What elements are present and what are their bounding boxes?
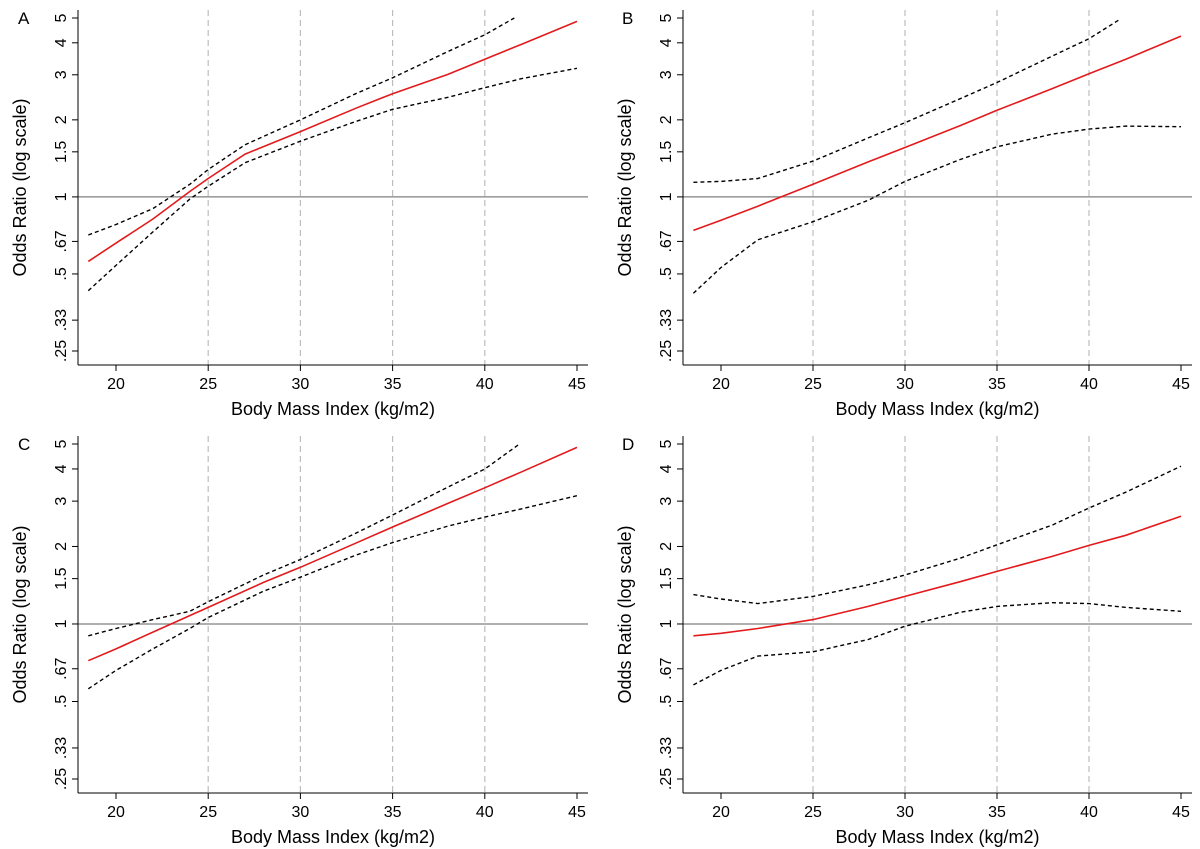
- y-axis-title: Odds Ratio (log scale): [10, 525, 30, 703]
- y-tick-label: .67: [53, 658, 70, 680]
- x-tick-label: 40: [1080, 376, 1098, 393]
- y-tick-label: 1: [658, 192, 675, 201]
- series-ci-lower-line: [87, 495, 578, 690]
- series-ci-lower-line: [693, 601, 1182, 686]
- x-tick-label: 20: [107, 804, 125, 821]
- y-axis-title: Odds Ratio (log scale): [10, 98, 30, 276]
- x-tick-label: 45: [1172, 804, 1190, 821]
- x-tick-label: 30: [292, 804, 310, 821]
- x-tick-label: 25: [804, 804, 822, 821]
- y-tick-label: 1.5: [53, 141, 70, 163]
- y-tick-label: 5: [53, 13, 70, 22]
- y-tick-label: 5: [658, 13, 675, 22]
- x-tick-label: 25: [199, 804, 217, 821]
- x-tick-label: 35: [384, 376, 402, 393]
- y-tick-label: .33: [658, 737, 675, 759]
- y-axis-title: Odds Ratio (log scale): [615, 525, 635, 703]
- x-tick-label: 30: [292, 376, 310, 393]
- panel-label: D: [622, 435, 634, 454]
- y-tick-label: .67: [658, 230, 675, 252]
- x-tick-label: 35: [988, 376, 1006, 393]
- series-ci-lower-line: [87, 67, 578, 292]
- y-tick-label: 4: [53, 464, 70, 473]
- y-tick-label: .67: [53, 230, 70, 252]
- y-tick-label: 3: [658, 497, 675, 506]
- series-ci-upper-line: [693, 465, 1182, 605]
- y-tick-label: 2: [658, 115, 675, 124]
- y-tick-label: .5: [53, 267, 70, 280]
- x-tick-label: 20: [107, 376, 125, 393]
- y-tick-label: .5: [658, 267, 675, 280]
- x-tick-label: 35: [384, 804, 402, 821]
- series-estimate-line: [693, 35, 1182, 232]
- y-tick-label: 3: [53, 497, 70, 506]
- series-estimate-line: [87, 446, 578, 662]
- y-tick-label: 2: [53, 115, 70, 124]
- y-tick-label: 3: [53, 70, 70, 79]
- x-tick-label: 25: [199, 376, 217, 393]
- y-tick-label: 2: [53, 542, 70, 551]
- panel-label: A: [18, 9, 30, 28]
- x-tick-label: 30: [896, 376, 914, 393]
- y-tick-label: 1: [53, 619, 70, 628]
- series-ci-lower-line: [692, 125, 1182, 294]
- y-tick-label: .33: [53, 737, 70, 759]
- series-estimate-line: [87, 20, 578, 263]
- y-tick-label: .33: [53, 309, 70, 331]
- x-tick-label: 45: [568, 804, 586, 821]
- y-tick-label: .25: [53, 340, 70, 362]
- x-axis-title: Body Mass Index (kg/m2): [835, 827, 1039, 847]
- series-ci-upper-line: [88, 444, 519, 637]
- x-tick-label: 20: [712, 376, 730, 393]
- y-tick-label: .25: [658, 340, 675, 362]
- y-tick-label: 1: [658, 619, 675, 628]
- y-tick-label: 2: [658, 542, 675, 551]
- x-tick-label: 20: [712, 804, 730, 821]
- x-axis-title: Body Mass Index (kg/m2): [835, 399, 1039, 419]
- x-tick-label: 45: [568, 376, 586, 393]
- y-tick-label: 4: [658, 38, 675, 47]
- x-tick-label: 40: [476, 804, 494, 821]
- y-tick-label: .5: [658, 695, 675, 708]
- y-tick-label: .25: [658, 768, 675, 790]
- x-tick-label: 35: [988, 804, 1006, 821]
- y-tick-label: 3: [658, 70, 675, 79]
- y-tick-label: .67: [658, 658, 675, 680]
- x-tick-label: 30: [896, 804, 914, 821]
- x-axis-title: Body Mass Index (kg/m2): [231, 827, 435, 847]
- y-tick-label: 4: [53, 38, 70, 47]
- y-tick-label: 1.5: [658, 141, 675, 163]
- y-tick-label: .5: [53, 695, 70, 708]
- y-tick-label: 1: [53, 192, 70, 201]
- panel-label: C: [18, 435, 30, 454]
- panel-label: B: [622, 9, 633, 28]
- series-estimate-line: [693, 515, 1182, 637]
- x-tick-label: 40: [476, 376, 494, 393]
- y-tick-label: 5: [658, 439, 675, 448]
- series-ci-upper-line: [693, 18, 1121, 183]
- y-tick-label: .25: [53, 768, 70, 790]
- y-tick-label: 4: [658, 464, 675, 473]
- y-tick-label: 1.5: [658, 567, 675, 589]
- y-tick-label: .33: [658, 309, 675, 331]
- y-tick-label: 1.5: [53, 567, 70, 589]
- y-axis-title: Odds Ratio (log scale): [615, 98, 635, 276]
- series-ci-upper-line: [88, 17, 515, 236]
- y-tick-label: 5: [53, 439, 70, 448]
- x-tick-label: 45: [1172, 376, 1190, 393]
- x-tick-label: 40: [1080, 804, 1098, 821]
- x-axis-title: Body Mass Index (kg/m2): [231, 399, 435, 419]
- x-tick-label: 25: [804, 376, 822, 393]
